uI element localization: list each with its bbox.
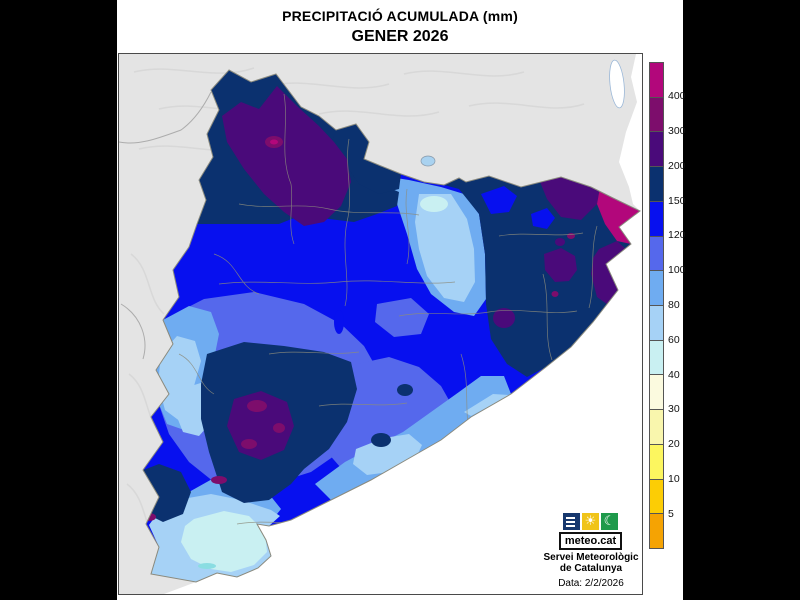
legend-color-block bbox=[650, 479, 663, 515]
legend-color-block bbox=[650, 340, 663, 376]
map-title: PRECIPITACIÓ ACUMULADA (mm) bbox=[282, 8, 518, 24]
legend-tick-label: 5 bbox=[668, 507, 674, 520]
legend-tick-label: 60 bbox=[668, 333, 680, 346]
legend-tick-label: 120 bbox=[668, 229, 686, 242]
legend-color-block bbox=[650, 236, 663, 272]
catalonia-outline bbox=[142, 69, 641, 583]
legend-color-block bbox=[650, 375, 663, 411]
meteocat-wordmark: meteo.cat bbox=[559, 532, 622, 550]
legend-color-block bbox=[650, 63, 663, 98]
legend-color-block bbox=[650, 97, 663, 133]
legend-tick-label: 80 bbox=[668, 299, 680, 311]
logo-icons: ☀ ☾ bbox=[559, 513, 622, 530]
precipitation-zones bbox=[143, 70, 640, 582]
legend-color-block bbox=[650, 410, 663, 445]
lagoon-shape bbox=[609, 59, 625, 109]
legend-tick-label: 40 bbox=[668, 368, 680, 381]
credit-line-1: Servei Meteorològic bbox=[543, 552, 639, 563]
legend-tick-label: 10 bbox=[668, 472, 680, 485]
legend-tick-label: 300 bbox=[668, 125, 686, 138]
legend-color-block bbox=[650, 271, 663, 307]
legend-tick-label: 20 bbox=[668, 438, 680, 451]
date-label: Data: 2/2/2026 bbox=[558, 578, 624, 589]
menu-bars-icon bbox=[563, 513, 580, 530]
catalonia-precipitation-map bbox=[119, 54, 642, 594]
legend-color-block bbox=[650, 167, 663, 202]
legend-color-block bbox=[650, 132, 663, 168]
meteocat-logo: ☀ ☾ meteo.cat bbox=[559, 513, 622, 550]
legend-color-block bbox=[650, 444, 663, 480]
legend-color-block bbox=[650, 514, 663, 549]
legend-tick-label: 100 bbox=[668, 264, 686, 277]
map-frame: ☀ ☾ meteo.cat Servei Meteorològic de Cat… bbox=[118, 53, 643, 595]
state-border-line bbox=[119, 91, 212, 360]
lake-shape bbox=[420, 155, 436, 167]
letterbox-left bbox=[0, 0, 117, 600]
sun-icon: ☀ bbox=[582, 513, 599, 530]
letterbox-right bbox=[683, 0, 800, 600]
legend-tick-label: 150 bbox=[668, 194, 686, 207]
legend-color-block bbox=[650, 201, 663, 237]
legend-tick-labels: 400 300 200 150 120 100 80 60 40 30 20 10 5 bbox=[668, 62, 698, 549]
legend-color-block bbox=[650, 306, 663, 341]
map-subtitle: GENER 2026 bbox=[351, 28, 449, 45]
credit-text: Servei Meteorològic de Catalunya bbox=[541, 552, 641, 574]
legend-tick-label: 400 bbox=[668, 90, 686, 103]
legend-tick-label: 200 bbox=[668, 159, 686, 172]
legend-tick-label: 30 bbox=[668, 403, 680, 416]
legend-color-scale bbox=[649, 62, 664, 549]
moon-icon: ☾ bbox=[601, 513, 618, 530]
terrain-region bbox=[119, 54, 640, 594]
credit-line-2: de Catalunya bbox=[559, 563, 623, 574]
